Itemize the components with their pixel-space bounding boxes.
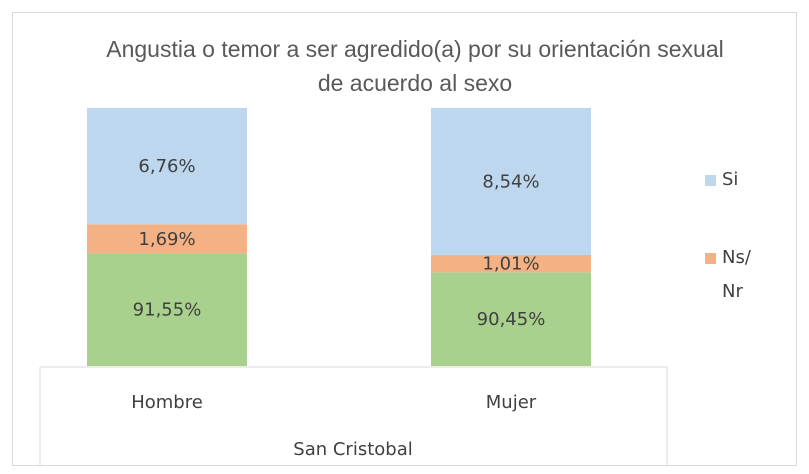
- data-label: 8,54%: [482, 171, 539, 192]
- x-tick-label: Mujer: [486, 392, 537, 413]
- x-tick-label: Hombre: [131, 392, 203, 413]
- bar-segment: [431, 254, 591, 273]
- category-group-label: San Cristobal: [293, 439, 412, 460]
- legend-swatch: [705, 253, 716, 264]
- data-label: 91,55%: [133, 300, 202, 321]
- bar-segment: [87, 253, 247, 366]
- data-label: 1,69%: [138, 229, 195, 250]
- legend-label: Ns/ Nr: [722, 247, 751, 302]
- bar-segment: [87, 224, 247, 254]
- data-label: 90,45%: [477, 309, 546, 330]
- data-label: 1,01%: [482, 254, 539, 275]
- chart-title: Angustia o temor a ser agredido(a) por s…: [106, 36, 724, 96]
- bar-segment: [431, 272, 591, 366]
- data-label: 6,76%: [138, 156, 195, 177]
- bar-segment: [431, 108, 591, 255]
- legend-label: Si: [722, 169, 739, 190]
- legend-swatch: [705, 175, 716, 186]
- bar-segment: [87, 108, 247, 225]
